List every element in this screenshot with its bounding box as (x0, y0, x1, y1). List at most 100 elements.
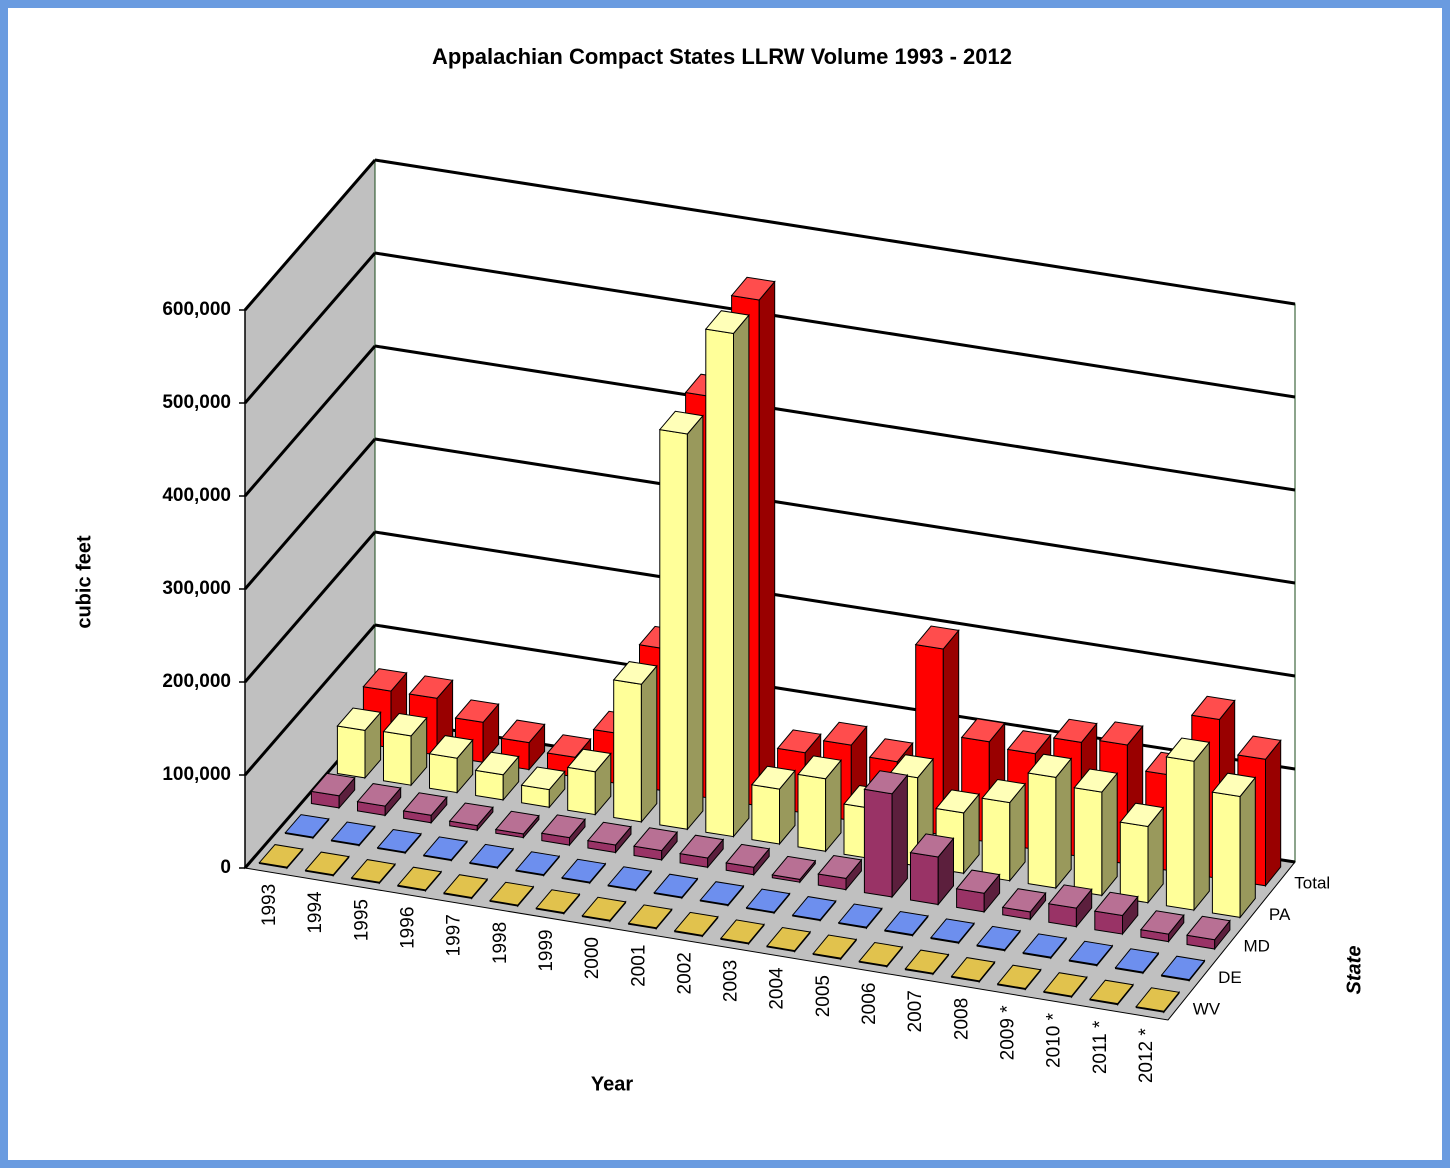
bar-top (812, 934, 858, 959)
z-tick-label: Total (1294, 873, 1330, 892)
x-tick-label: 1999 (536, 929, 557, 971)
bar-top (448, 802, 494, 827)
bar-top (627, 904, 673, 929)
bar-top (745, 888, 791, 913)
bar-top (586, 821, 632, 846)
bar-top (330, 821, 376, 846)
bar-top (633, 827, 679, 852)
x-tick-label: 2008 (951, 998, 972, 1040)
y-tick-label: 400,000 (162, 485, 231, 506)
bar-top (1119, 802, 1165, 828)
bar-top (540, 814, 586, 839)
y-tick-label: 200,000 (162, 671, 231, 692)
bar-side (1055, 757, 1072, 890)
bar-top (1047, 884, 1093, 909)
bar-top (658, 410, 704, 435)
bar-front (705, 328, 734, 838)
chart-title: Appalachian Compact States LLRW Volume 1… (432, 44, 1012, 69)
x-tick-label: 2002 (674, 952, 695, 994)
bar-top (1139, 910, 1185, 935)
bar-top (607, 866, 653, 891)
bar-front (383, 730, 412, 786)
bar-top (776, 729, 822, 754)
bar-top (904, 949, 950, 974)
bar-front (567, 766, 596, 816)
bar-top (976, 925, 1022, 951)
bar-side (1193, 740, 1210, 912)
bar-top (1098, 721, 1144, 746)
bar-top (443, 874, 489, 899)
x-tick-label: 1994 (305, 891, 326, 934)
bar-top (935, 789, 981, 814)
bar-top (1190, 695, 1236, 721)
bar-top (858, 941, 904, 967)
bar-side (1265, 738, 1282, 888)
bar-side (891, 773, 908, 899)
bar-top (336, 707, 382, 731)
bar-top (1089, 979, 1134, 1005)
bar-top (454, 699, 500, 723)
bar-top (1052, 718, 1098, 743)
bar-top (679, 834, 725, 859)
z-axis-label: State (1343, 946, 1365, 995)
back-grid-line (374, 530, 1296, 678)
bar-top (546, 734, 592, 758)
bar-side (686, 414, 704, 831)
x-tick-label: 2003 (721, 960, 742, 1002)
bar-top (500, 719, 546, 744)
bar-top (889, 754, 935, 779)
bar-front (863, 788, 893, 898)
bar-side (1239, 776, 1256, 919)
x-tick-label: 2011 * (1090, 1020, 1111, 1074)
bar-front (910, 852, 939, 906)
bar-top (304, 851, 350, 876)
bar-top (489, 881, 535, 906)
chart: Appalachian Compact States LLRW Volume 1… (73, 44, 1365, 1095)
y-tick-label: 500,000 (162, 392, 231, 413)
bar-top (396, 866, 443, 891)
bar-top (1042, 972, 1088, 997)
bar-top (863, 770, 909, 795)
bar-top (561, 858, 607, 883)
back-grid-line (374, 437, 1296, 585)
bar-top (310, 772, 356, 797)
bar-top (960, 718, 1006, 743)
bar-top (1211, 772, 1257, 798)
bar-top (914, 625, 960, 650)
bar-side (733, 313, 750, 838)
frame: Appalachian Compact States LLRW Volume 1… (8, 8, 1442, 1160)
x-tick-label: 1996 (398, 907, 419, 949)
x-axis-label: Year (591, 1073, 633, 1095)
bar-side (1101, 771, 1118, 897)
bar-top (1093, 891, 1139, 917)
z-tick-label: WV (1193, 1000, 1221, 1019)
bar-top (704, 310, 750, 335)
bar-front (429, 753, 458, 794)
bar-front (1073, 787, 1103, 896)
bar-top (817, 854, 863, 879)
bar-top (981, 778, 1027, 804)
bar-top (520, 766, 566, 791)
x-tick-label: 2005 (813, 975, 834, 1017)
bar-top (422, 836, 468, 861)
bar-top (996, 964, 1042, 990)
bar-top (566, 748, 612, 773)
bar-top (362, 668, 408, 692)
bar-front (1165, 756, 1195, 911)
bar-top (1027, 753, 1073, 778)
bar-top (1135, 987, 1181, 1012)
y-tick-label: 300,000 (162, 578, 231, 599)
bar-top (822, 721, 868, 746)
z-tick-label: PA (1269, 905, 1291, 924)
bar-front (981, 797, 1011, 882)
bar-top (408, 675, 454, 699)
x-tick-label: 1997 (444, 914, 465, 956)
back-grid-line (374, 158, 1296, 306)
side-grid-line (243, 531, 377, 683)
x-tick-label: 2006 (859, 983, 880, 1025)
bar-top (1114, 948, 1160, 973)
bar-top (1073, 768, 1119, 793)
bar-top (1001, 888, 1047, 913)
bar-top (581, 896, 627, 921)
bar-top (719, 919, 765, 944)
